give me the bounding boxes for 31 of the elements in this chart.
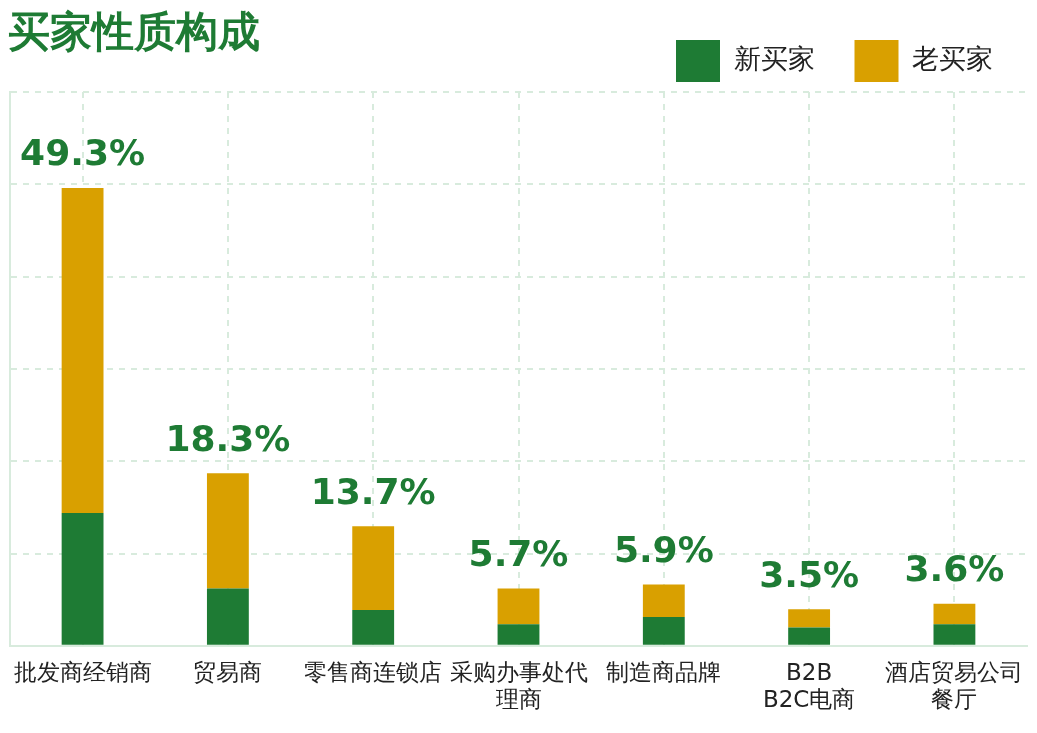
x-tick-label: 制造商品牌	[606, 658, 722, 685]
bar	[497, 588, 540, 625]
bar	[788, 627, 831, 645]
bar	[642, 616, 685, 645]
bar	[206, 588, 249, 645]
x-tick-label: 采购办事处代理商	[449, 658, 588, 713]
legend-label: 新买家	[733, 43, 815, 75]
bar	[61, 513, 104, 645]
annotation: 5.9%	[613, 528, 714, 570]
bar	[497, 624, 540, 645]
annotation: 3.5%	[759, 553, 860, 595]
bar	[933, 624, 976, 645]
bar	[352, 526, 395, 611]
x-tick-label: 贸易商	[193, 658, 263, 685]
annotation: 13.7%	[310, 470, 436, 512]
annotation: 3.6%	[904, 548, 1005, 590]
x-tick-label: 酒店贸易公司餐厅	[885, 658, 1024, 713]
legend-label: 老买家	[912, 43, 993, 75]
x-tick-label: B2B B2C电商	[762, 658, 856, 713]
annotation: 5.7%	[468, 532, 569, 574]
x-tick-label: 批发商经销商	[13, 658, 152, 685]
bar	[206, 473, 249, 589]
x-tick-label: 零售商连锁店	[304, 658, 443, 685]
bar	[788, 609, 831, 628]
annotation: 18.3%	[165, 417, 291, 459]
bar	[933, 603, 976, 625]
annotation: 49.3%	[20, 132, 146, 174]
chart-title: 买家性质构成	[8, 6, 260, 58]
bar	[642, 584, 685, 617]
bar	[61, 188, 104, 514]
bar	[352, 610, 395, 645]
